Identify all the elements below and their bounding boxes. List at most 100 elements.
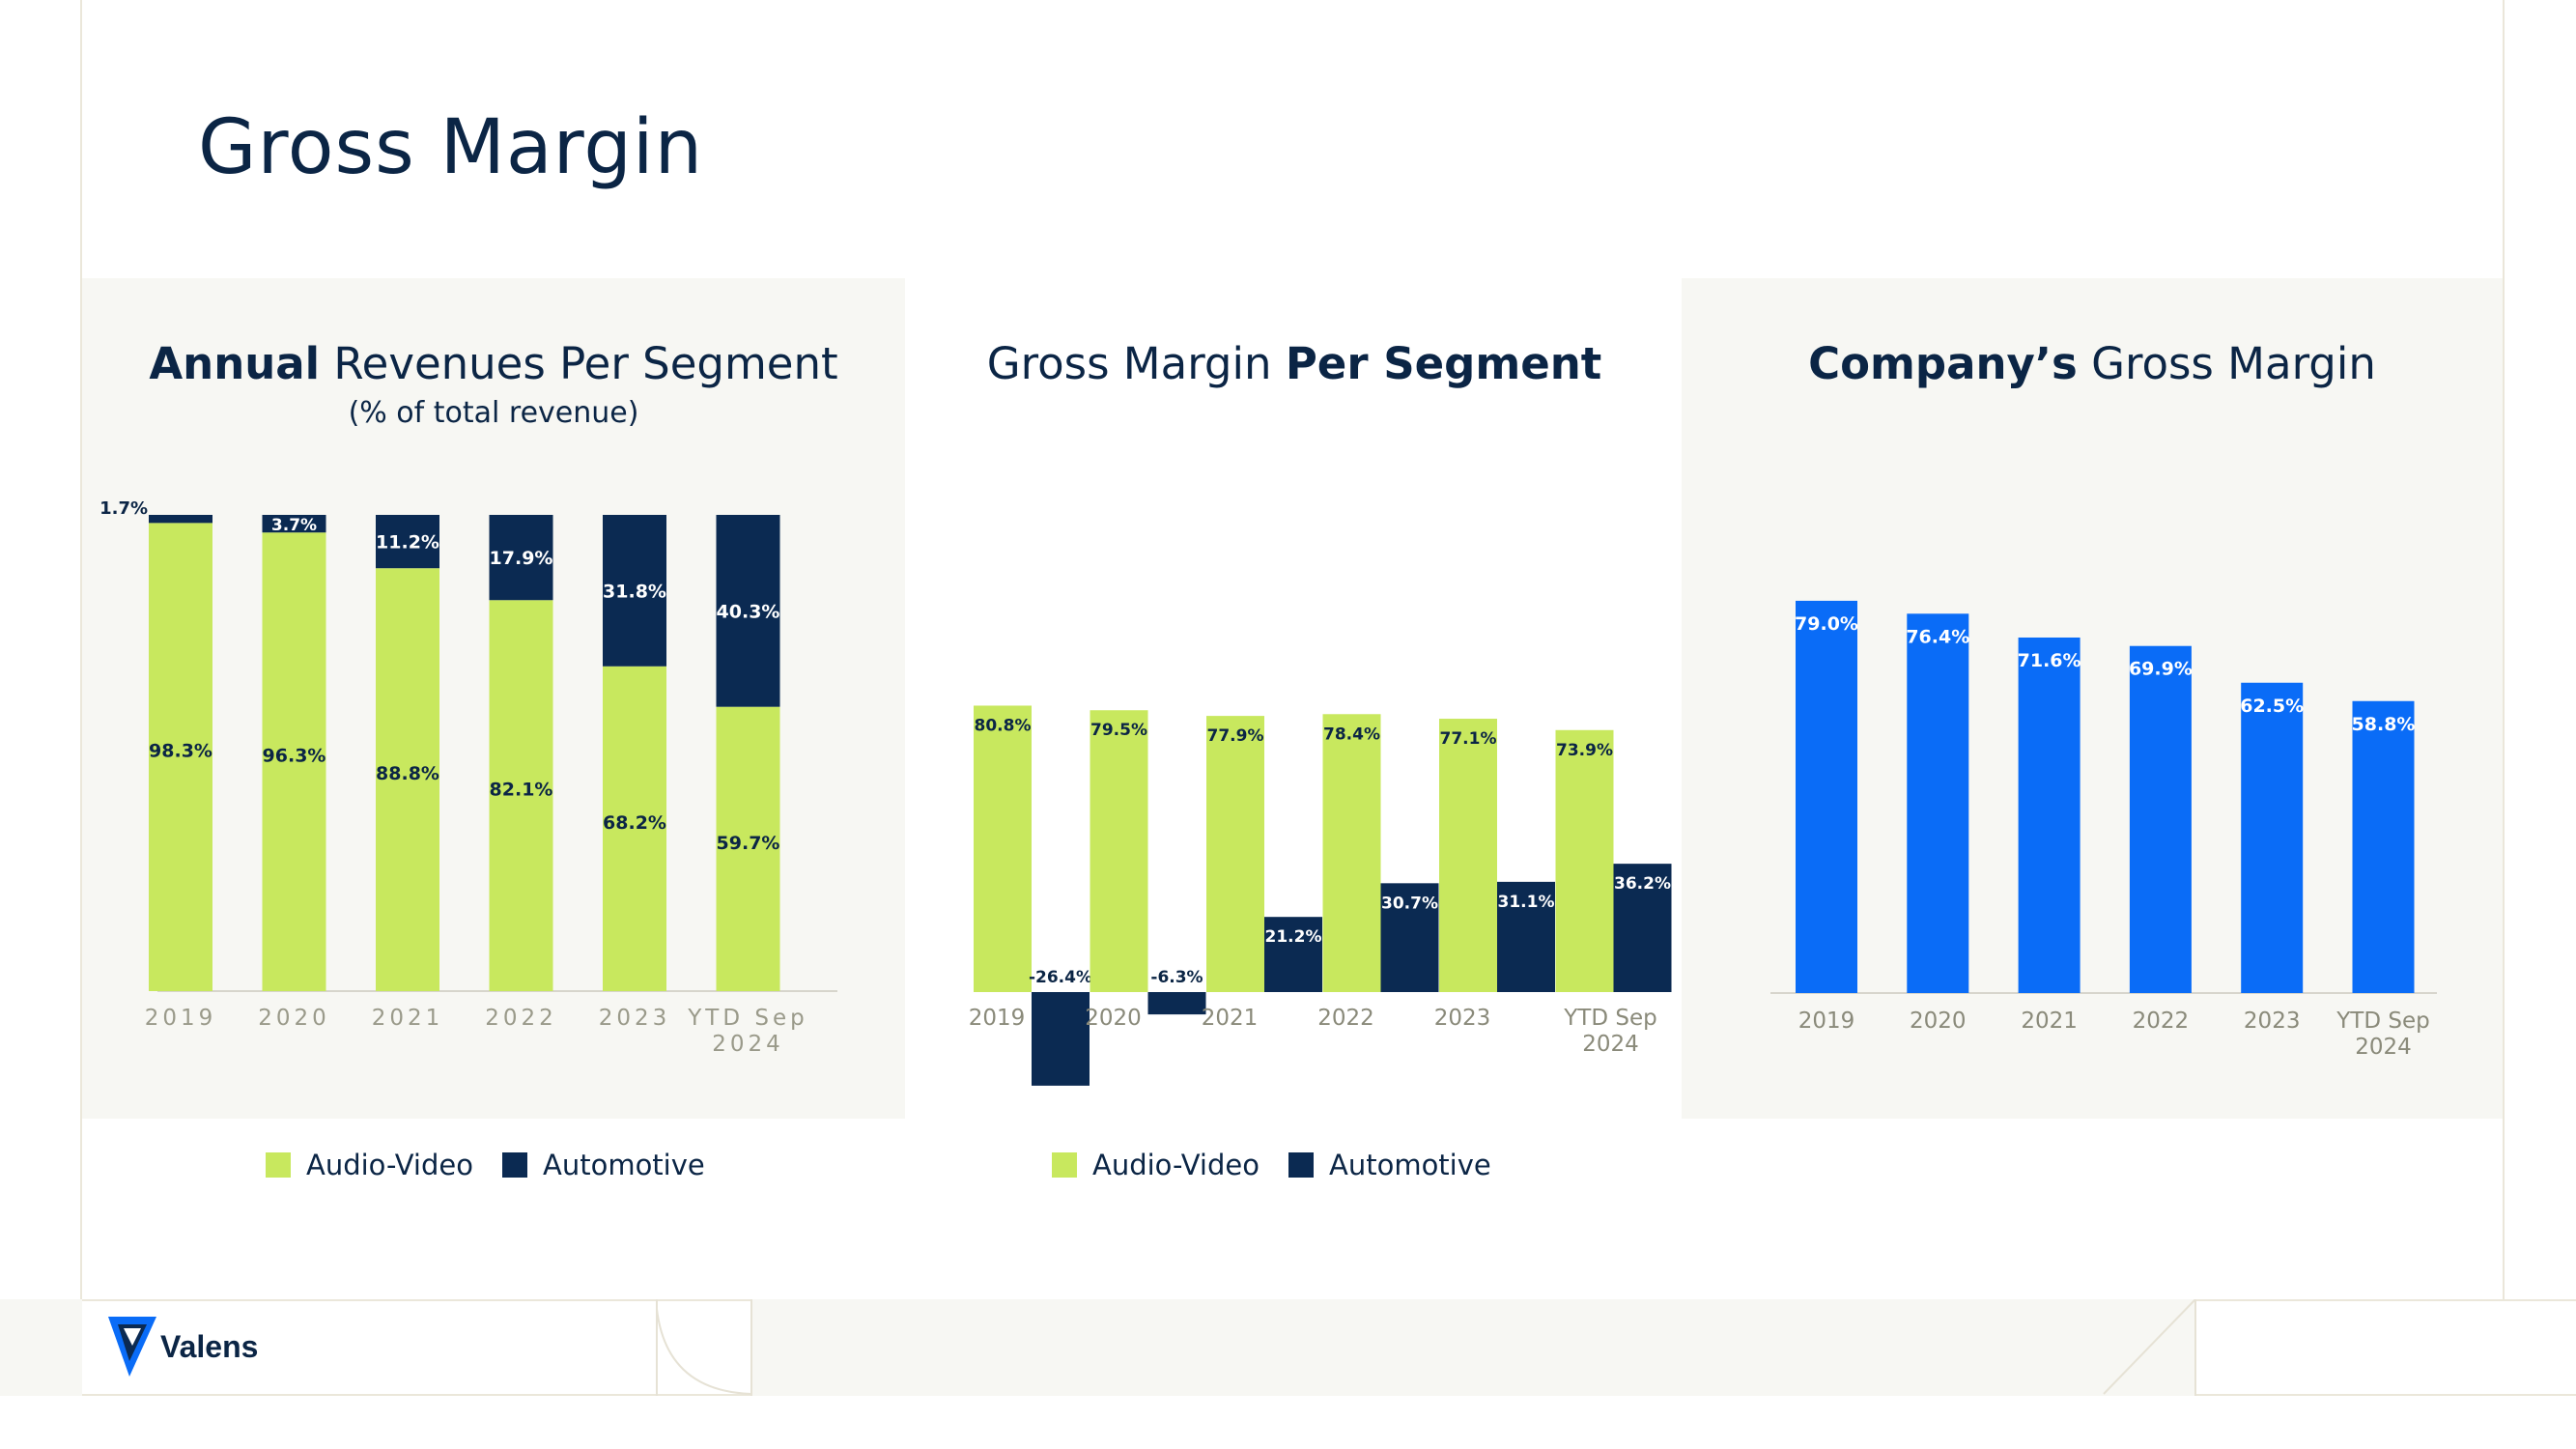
segment-legend: Audio-Video Automotive bbox=[1052, 1146, 1520, 1184]
revenue-panel: Annual Revenues Per Segment (% of total … bbox=[82, 278, 905, 1119]
data-label-audio-video: 78.4% bbox=[1323, 724, 1380, 744]
data-label-company-margin: 79.0% bbox=[1795, 613, 1858, 635]
legend-swatch-automotive bbox=[501, 1152, 527, 1178]
footer-block-left bbox=[0, 1299, 82, 1396]
x-tick-label: 2020 bbox=[258, 1006, 330, 1031]
data-label-audio-video: 79.5% bbox=[1090, 721, 1147, 740]
x-tick-label: 2023 bbox=[599, 1006, 671, 1031]
legend-swatch-automotive bbox=[1288, 1152, 1314, 1178]
bar-automotive bbox=[1264, 917, 1322, 992]
x-tick-label: YTD Sep bbox=[2335, 1009, 2429, 1034]
data-label-automotive: 40.3% bbox=[717, 601, 780, 622]
data-label-company-margin: 69.9% bbox=[2129, 659, 2193, 680]
legend-swatch-audio-video bbox=[1052, 1152, 1077, 1178]
frame-line-left bbox=[80, 0, 82, 1299]
legend-label-automotive: Automotive bbox=[1328, 1149, 1491, 1181]
bar-audio-video bbox=[489, 600, 553, 991]
company-chart: 79.0% 2019 76.4% 2020 71.6% 2021 69.9% 2022 62.5… bbox=[1770, 600, 2437, 1060]
bar-audio-video bbox=[1322, 714, 1381, 992]
bar-audio-video bbox=[149, 523, 212, 991]
legend-label-audio-video: Audio-Video bbox=[1092, 1149, 1260, 1181]
x-tick-label: 2021 bbox=[1202, 1006, 1259, 1031]
data-label-automotive: 31.8% bbox=[603, 581, 666, 602]
valens-logo-icon bbox=[108, 1317, 156, 1377]
bar-automotive bbox=[1380, 883, 1439, 992]
legend-label-audio-video: Audio-Video bbox=[306, 1149, 473, 1181]
data-label-audio-video: 80.8% bbox=[975, 716, 1032, 735]
bar-automotive bbox=[149, 515, 212, 524]
bar-automotive bbox=[603, 515, 666, 667]
legend-label-automotive: Automotive bbox=[542, 1149, 705, 1181]
data-label-automotive: 11.2% bbox=[376, 532, 439, 554]
bar-audio-video bbox=[974, 705, 1032, 992]
footer: Valens bbox=[0, 1299, 2576, 1396]
bar-automotive bbox=[1613, 864, 1672, 992]
data-label-company-margin: 62.5% bbox=[2240, 696, 2304, 717]
bar-automotive bbox=[376, 515, 439, 569]
x-tick-label: 2020 bbox=[1085, 1006, 1142, 1031]
bar-audio-video bbox=[716, 706, 780, 991]
revenue-title-bold: Annual bbox=[149, 338, 321, 389]
bar-automotive bbox=[1497, 881, 1555, 992]
x-tick-label: 2024 bbox=[1582, 1032, 1639, 1057]
company-title-bold: Company’s bbox=[1808, 338, 2078, 389]
segment-title-plain: Gross Margin bbox=[986, 338, 1286, 389]
bar-audio-video bbox=[376, 568, 439, 991]
data-label-automotive: 36.2% bbox=[1614, 874, 1671, 894]
bar-audio-video bbox=[603, 666, 666, 991]
data-label-automotive: -6.3% bbox=[1150, 968, 1203, 987]
x-tick-label: 2021 bbox=[2021, 1009, 2078, 1034]
x-tick-label: YTD Sep bbox=[1563, 1006, 1656, 1031]
revenue-panel-subtitle: (% of total revenue) bbox=[348, 396, 639, 430]
revenue-panel-title: Annual Revenues Per Segment bbox=[82, 338, 905, 389]
data-label-audio-video: 96.3% bbox=[263, 746, 326, 767]
data-label-audio-video: 68.2% bbox=[603, 812, 666, 834]
x-tick-label: 2023 bbox=[1434, 1006, 1491, 1031]
data-label-audio-video: 77.9% bbox=[1207, 726, 1264, 746]
x-tick-label: 2019 bbox=[145, 1006, 217, 1031]
bar-automotive bbox=[1032, 992, 1090, 1086]
data-label-audio-video: 77.1% bbox=[1440, 729, 1497, 749]
company-panel-title: Company’s Gross Margin bbox=[1682, 338, 2503, 389]
x-tick-label: 2019 bbox=[1798, 1009, 1855, 1034]
bar-audio-video bbox=[1439, 719, 1497, 992]
footer-decoration bbox=[656, 1299, 2196, 1396]
data-label-automotive: 31.1% bbox=[1498, 893, 1555, 912]
data-label-company-margin: 71.6% bbox=[2018, 650, 2081, 671]
segment-panel: Gross Margin Per Segment 80.8% -26.4% 2019… bbox=[927, 278, 1672, 1119]
segment-panel-title: Gross Margin Per Segment bbox=[927, 338, 1661, 389]
data-label-automotive: 1.7% bbox=[99, 498, 148, 519]
data-label-audio-video: 88.8% bbox=[376, 763, 439, 784]
bar-automotive bbox=[262, 515, 326, 533]
bar-audio-video bbox=[262, 532, 326, 991]
bar-automotive bbox=[489, 515, 553, 601]
data-label-audio-video: 59.7% bbox=[717, 833, 780, 854]
frame-line-right bbox=[2503, 0, 2505, 1299]
valens-logo-text: Valens bbox=[160, 1328, 259, 1364]
data-label-automotive: 17.9% bbox=[490, 548, 553, 569]
data-label-company-margin: 58.8% bbox=[2352, 714, 2416, 735]
segment-title-bold: Per Segment bbox=[1285, 338, 1602, 389]
x-tick-label: YTD Sep bbox=[687, 1006, 807, 1031]
x-tick-label: 2021 bbox=[372, 1006, 444, 1031]
revenue-title-rest: Revenues Per Segment bbox=[320, 338, 838, 389]
data-label-audio-video: 82.1% bbox=[490, 780, 553, 801]
data-label-automotive: 3.7% bbox=[271, 516, 317, 535]
segment-chart: 80.8% -26.4%2019 79.5% -6.3% 2020 77.9% 21.2% 2… bbox=[969, 705, 1672, 1086]
x-tick-label: 2019 bbox=[969, 1006, 1026, 1031]
bar-audio-video bbox=[1206, 716, 1264, 992]
footer-block-middle bbox=[751, 1299, 2195, 1396]
x-tick-label: 2020 bbox=[1910, 1009, 1967, 1034]
x-tick-label: 2022 bbox=[1317, 1006, 1374, 1031]
bar-company-margin bbox=[2018, 637, 2081, 993]
legend-swatch-audio-video bbox=[266, 1152, 291, 1178]
bar-company-margin bbox=[2129, 645, 2192, 993]
data-label-automotive: -26.4% bbox=[1029, 968, 1092, 987]
bar-company-margin bbox=[1796, 600, 1857, 993]
bar-audio-video bbox=[1090, 710, 1148, 992]
bar-automotive bbox=[1147, 992, 1206, 1015]
revenue-chart: 98.3% 1.7% 2019 96.3% 3.7% 2020 88.8% 11.2% 2021… bbox=[99, 498, 837, 1057]
x-tick-label: 2024 bbox=[712, 1032, 784, 1057]
data-label-automotive: 30.7% bbox=[1381, 894, 1438, 913]
company-title-rest: Gross Margin bbox=[2077, 338, 2376, 389]
